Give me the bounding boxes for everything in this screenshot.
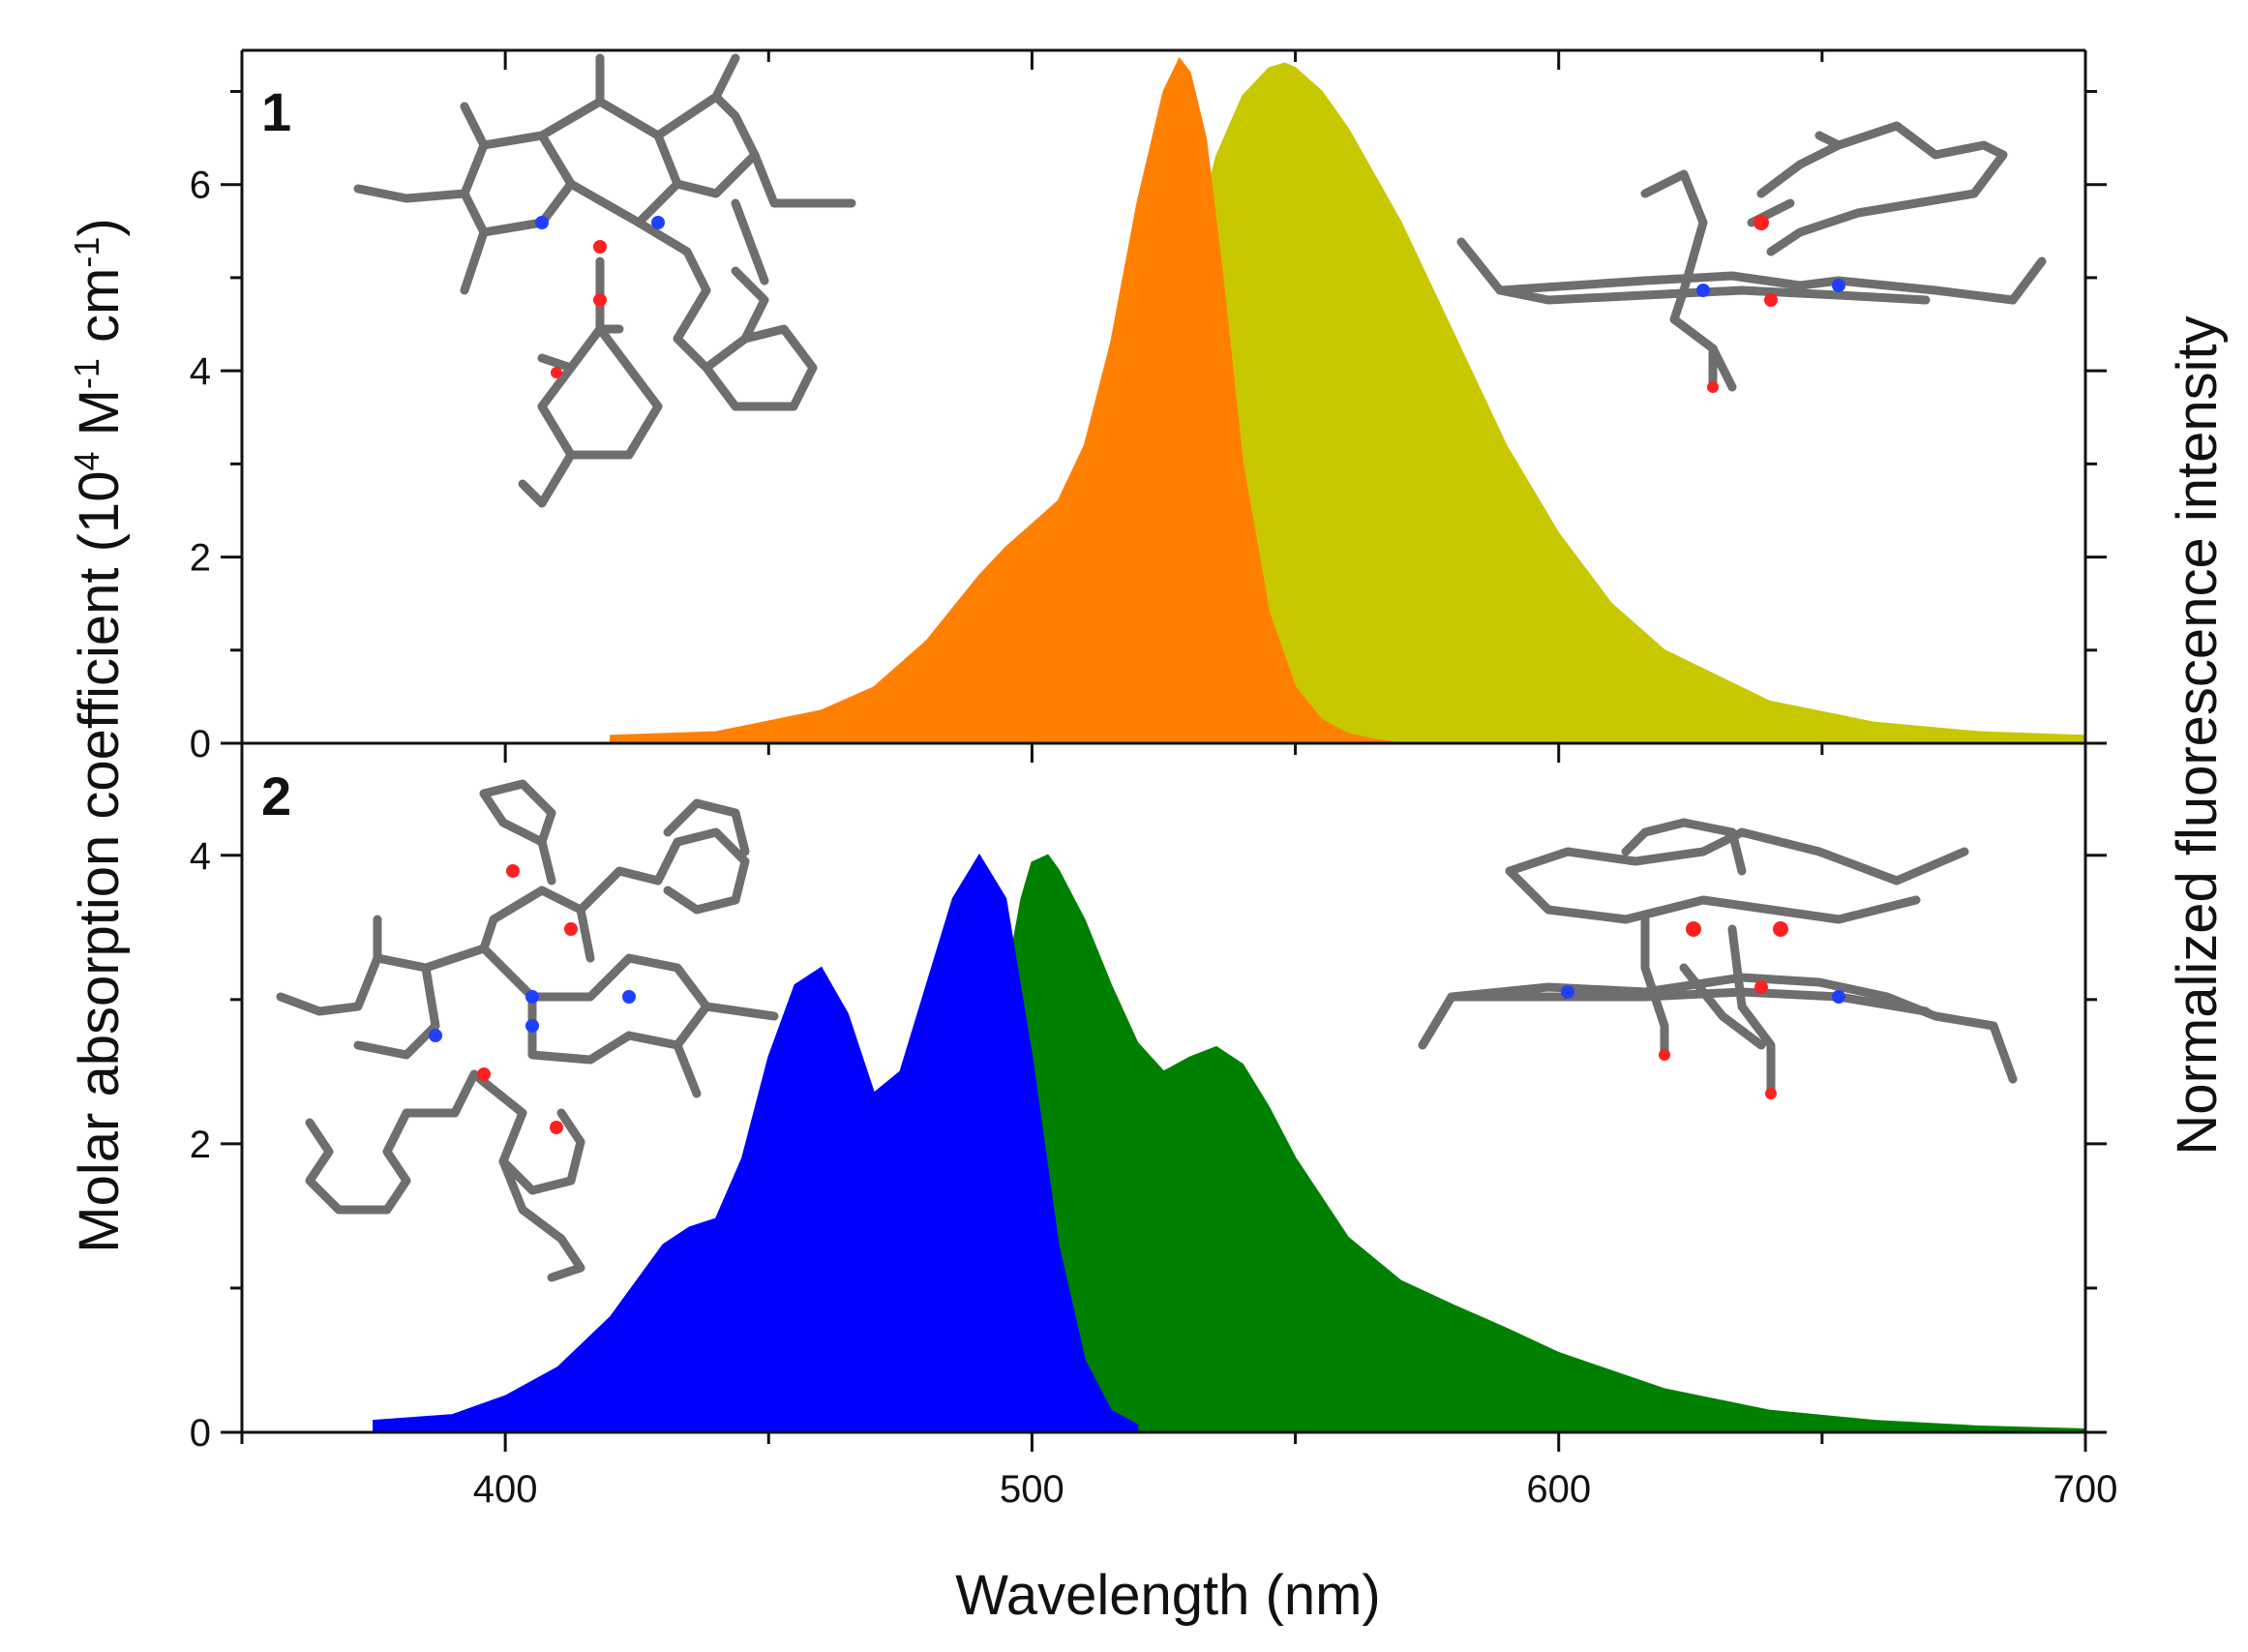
- molecule-1-side-view: [1456, 121, 2047, 392]
- molecule-2-side-view-atoms: [1561, 921, 1845, 1099]
- panel-2-spectra: [373, 853, 2086, 1433]
- panel-1-fluorescence-area: [1162, 62, 2086, 744]
- y-tick-label: 6: [190, 165, 211, 207]
- molecule-2-front-view-atoms: [429, 864, 636, 1134]
- molecule-1-side-view-atoms: [1696, 215, 1845, 393]
- y-tick-label: 4: [190, 350, 211, 393]
- panel-1-axes: 0 2 4 6: [190, 48, 2107, 766]
- y-tick-label: 0: [190, 1412, 211, 1455]
- y-tick-label: 2: [190, 537, 211, 580]
- right-y-axis-title: Normalized fluorescence intensity: [2166, 315, 2229, 1155]
- panel-1-absorption-area: [610, 56, 1401, 744]
- x-tick-label: 600: [1526, 1468, 1591, 1511]
- panel-2-absorption-area: [373, 853, 1139, 1433]
- panel-2-fluorescence-area: [1004, 854, 2086, 1433]
- x-tick-label: 400: [473, 1468, 538, 1511]
- molecule-2-side-view: [1418, 818, 2018, 1098]
- panel-1-molecule-structures: [353, 53, 2047, 508]
- panel-1-spectra: [610, 56, 2086, 744]
- panel-1: 1 0 2 4 6: [190, 48, 2107, 766]
- molecule-1-front-view: [353, 53, 856, 508]
- panel-2: 2 0 2 4 400 500 600 700: [190, 743, 2118, 1511]
- panel-2-axes: 0 2 4 400 500 600 700: [190, 743, 2118, 1511]
- x-axis-title: Wavelength (nm): [955, 1564, 1380, 1627]
- molecule-1-front-view-atoms: [535, 216, 665, 378]
- panel-2-molecule-structures: [276, 779, 2018, 1282]
- x-tick-label: 700: [2053, 1468, 2118, 1511]
- y-tick-label: 4: [190, 835, 211, 878]
- panel-2-label: 2: [261, 766, 291, 826]
- left-y-axis-title: Molar absorption coefficient (104 M-1 cm…: [67, 218, 131, 1252]
- panel-1-label: 1: [261, 81, 291, 142]
- x-tick-label: 500: [1000, 1468, 1064, 1511]
- y-tick-label: 0: [190, 723, 211, 766]
- y-tick-label: 2: [190, 1124, 211, 1166]
